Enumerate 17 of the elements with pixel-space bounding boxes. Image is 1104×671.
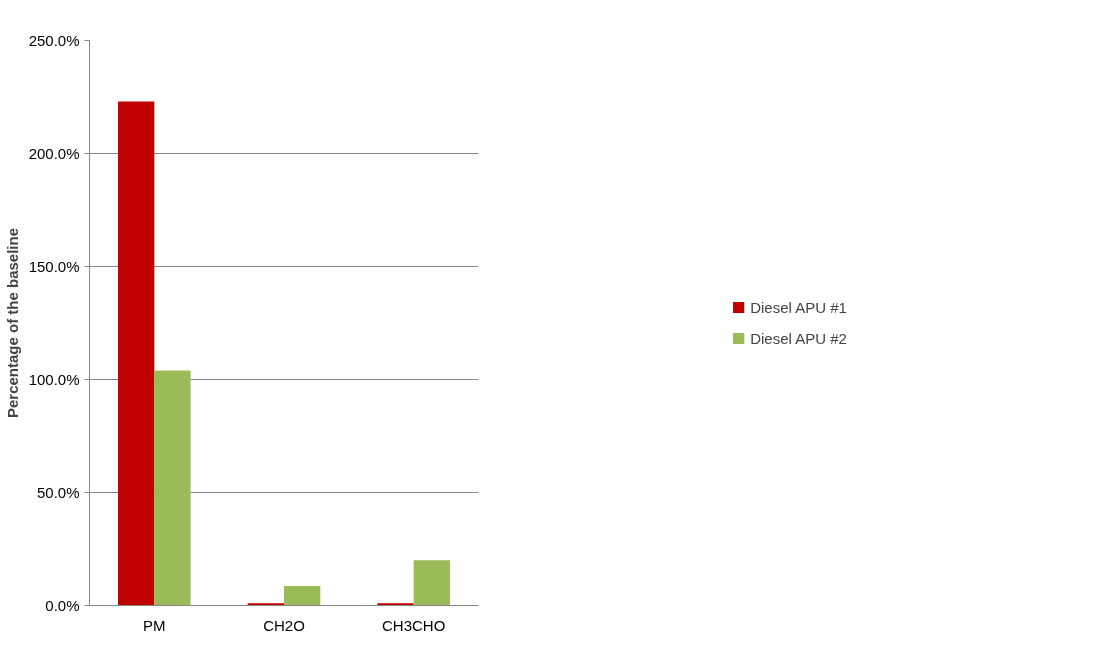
bar (284, 586, 321, 606)
legend-label: Diesel APU #2 (750, 329, 847, 347)
bar (154, 370, 191, 606)
y-tick-label: 100.0% (28, 371, 80, 388)
legend-label: Diesel APU #1 (750, 298, 847, 316)
bar (413, 560, 450, 606)
y-axis-title: Percentage of the baseline (3, 227, 21, 419)
y-tick-label: 50.0% (36, 484, 80, 501)
y-tick-label: 200.0% (28, 145, 80, 162)
y-tick-label: 0.0% (45, 597, 80, 614)
bar (377, 603, 414, 606)
bar (118, 101, 155, 606)
x-tick-label: CH2O (263, 616, 305, 634)
x-tick-label: CH3CHO (382, 616, 446, 634)
y-tick-label: 250.0% (28, 32, 80, 49)
x-tick-label: PM (143, 616, 166, 634)
y-tick-label: 150.0% (28, 258, 80, 275)
